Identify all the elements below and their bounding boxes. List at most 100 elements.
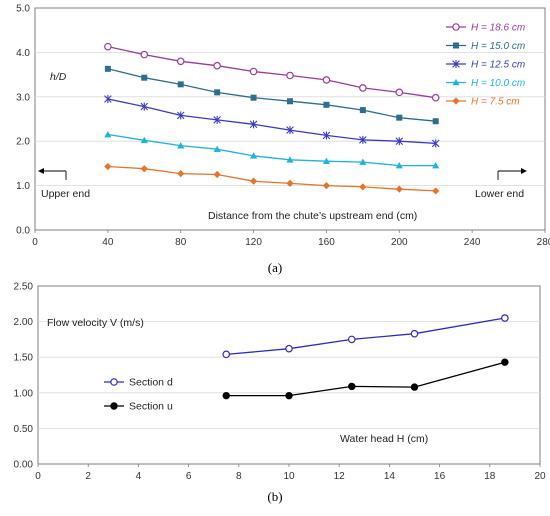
data-point (322, 157, 331, 164)
data-point (322, 182, 331, 190)
data-point (249, 120, 258, 129)
data-point (177, 81, 184, 88)
data-point (347, 335, 356, 344)
lower-end-arrowhead (521, 168, 527, 174)
data-point (222, 391, 230, 400)
x-tick-label: 200 (391, 237, 408, 248)
upper-end-label: Upper end (41, 188, 90, 200)
data-point (285, 344, 293, 353)
upper-end-arrowhead (38, 168, 44, 174)
panel-label: (b) (267, 489, 282, 504)
y-tick-label: 5.0 (16, 4, 30, 15)
y-tick-label: 2.00 (14, 317, 34, 328)
data-point (104, 130, 112, 138)
data-point (410, 329, 419, 338)
data-point (249, 152, 258, 159)
x-tick-label: 4 (136, 471, 142, 482)
data-point (287, 98, 293, 105)
data-point (501, 314, 509, 322)
x-tick-label: 18 (484, 471, 496, 482)
data-point (104, 95, 112, 104)
data-point (359, 107, 366, 114)
data-point (359, 135, 367, 144)
x-axis-label: Water head H (cm) (340, 433, 428, 445)
legend-marker (452, 23, 460, 31)
data-point (177, 142, 185, 149)
data-point (285, 391, 293, 400)
data-point (431, 93, 440, 102)
x-tick-label: 6 (186, 471, 192, 482)
series-4 (104, 130, 440, 169)
data-point (222, 350, 231, 359)
chart-panel-b: 0.00 0.50 1.00 1.50 2.00 2.50 0 2 4 6 8 10 12 14 16 18 2… (14, 282, 546, 505)
data-point (140, 50, 149, 59)
data-point (432, 118, 439, 125)
x-tick-label: 8 (236, 471, 242, 482)
series-line (107, 68, 436, 122)
data-point (213, 145, 221, 152)
legend-marker (452, 78, 460, 86)
data-point (286, 156, 294, 163)
data-point (322, 76, 331, 84)
x-tick-label: 80 (175, 237, 187, 248)
legend-marker (110, 378, 118, 386)
data-point (432, 162, 440, 169)
data-point (395, 137, 404, 146)
y-tick-label: 3.0 (16, 92, 30, 103)
data-point (214, 89, 221, 96)
lower-end-label: Lower end (475, 188, 524, 200)
data-point (250, 94, 257, 101)
series-5 (104, 162, 440, 195)
series-2 (104, 65, 439, 125)
y-tick-label: 1.0 (16, 181, 30, 192)
data-point (177, 170, 185, 178)
x-tick-label: 120 (245, 237, 262, 248)
data-point (140, 102, 149, 111)
x-tick-label: 160 (318, 237, 335, 248)
data-point (395, 185, 403, 193)
data-point (395, 88, 404, 97)
data-point (286, 71, 294, 80)
legend-entry: Section u (129, 401, 173, 413)
legend-marker (452, 60, 460, 68)
panel-label: (a) (268, 260, 282, 275)
series-2 (222, 358, 509, 400)
x-tick-label: 2 (85, 471, 91, 482)
data-point (348, 382, 356, 391)
data-point (176, 57, 185, 66)
data-point (104, 162, 112, 171)
legend-entry: Section d (129, 377, 173, 389)
y-tick-label: 4.0 (16, 48, 30, 59)
series-line (107, 165, 436, 192)
data-point (286, 179, 294, 187)
data-point (396, 114, 403, 121)
data-point (410, 383, 419, 391)
x-tick-label: 20 (534, 471, 546, 482)
y-tick-label: 2.0 (16, 137, 30, 148)
legend-entry: H = 18.6 cm (471, 23, 525, 34)
data-point (213, 170, 221, 179)
x-tick-label: 0 (32, 237, 38, 248)
plot-area (34, 7, 546, 231)
legend: Section d Section u (104, 377, 173, 413)
data-point (104, 42, 112, 51)
legend-entry: H = 12.5 cm (471, 60, 525, 71)
data-point (359, 158, 367, 165)
data-point (140, 165, 148, 173)
data-point (431, 139, 440, 148)
x-tick-label: 40 (102, 237, 114, 248)
data-point (140, 136, 148, 144)
legend-entry: H = 7.5 cm (471, 97, 520, 108)
data-point (322, 131, 331, 140)
x-tick-label: 280 (537, 237, 550, 248)
data-point (249, 67, 258, 76)
x-tick-label: 240 (464, 237, 481, 248)
legend-marker (453, 42, 459, 49)
series-1 (222, 314, 509, 359)
y-tick-label: 1.00 (14, 388, 34, 399)
y-tick-label: 0.50 (14, 424, 34, 435)
series-1 (104, 42, 440, 102)
series-line (107, 133, 436, 167)
y-tick-label: 2.50 (14, 282, 34, 293)
data-point (286, 126, 294, 135)
